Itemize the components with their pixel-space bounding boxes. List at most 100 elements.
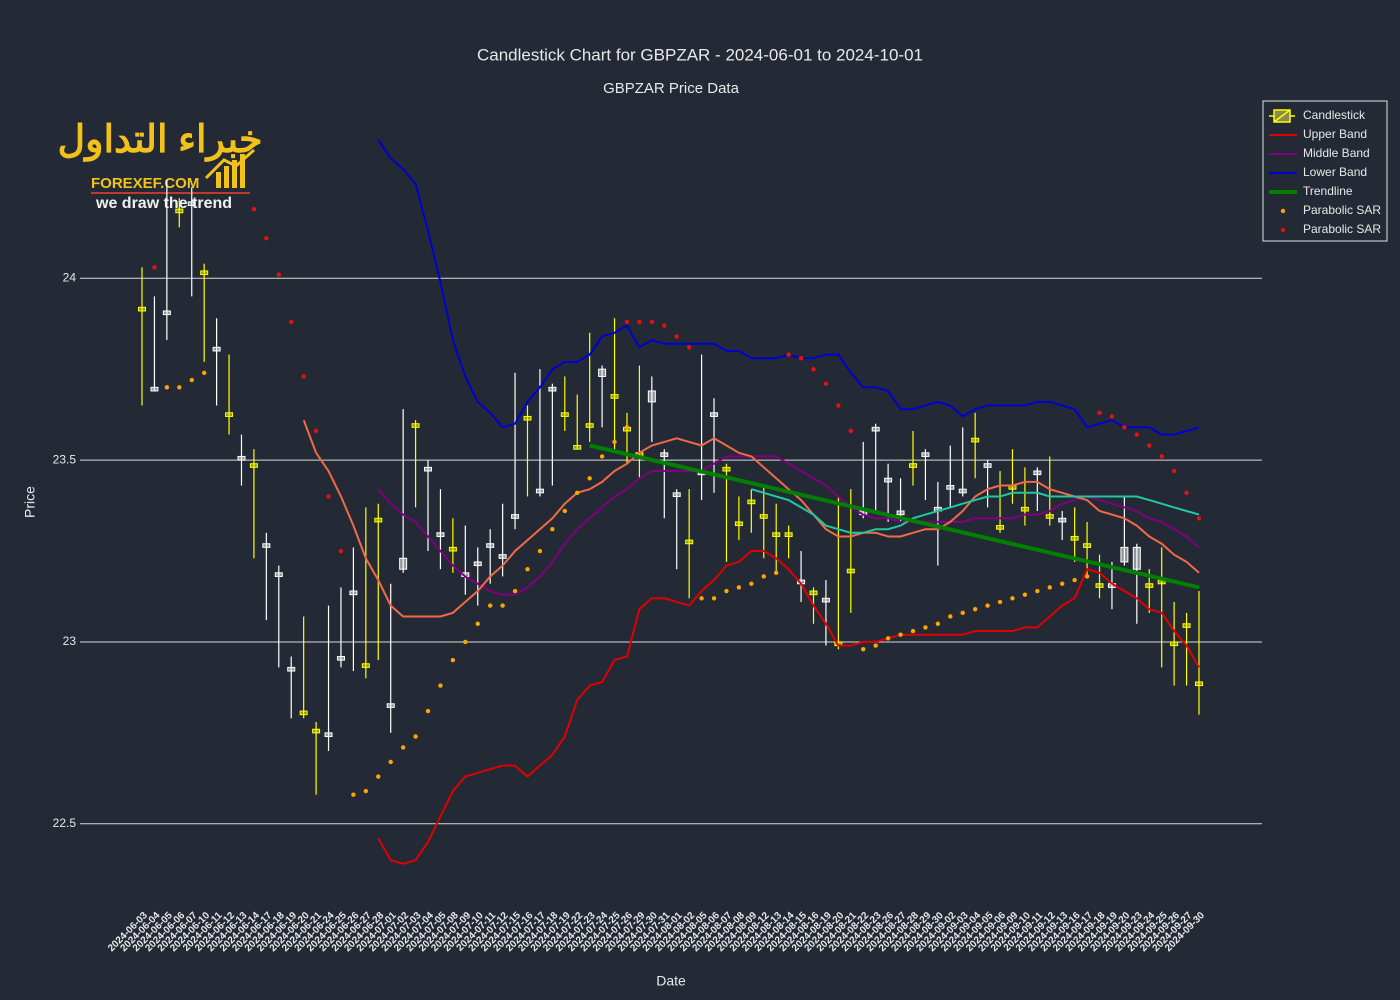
candle-body bbox=[573, 445, 582, 450]
y-tick-label: 23.5 bbox=[53, 452, 77, 466]
candle-body bbox=[921, 452, 930, 457]
sar-dot bbox=[798, 356, 804, 361]
candle-body bbox=[759, 514, 768, 519]
series-line bbox=[589, 443, 1200, 590]
candle-body bbox=[598, 368, 607, 377]
sar-dot bbox=[562, 508, 567, 514]
sar-dot bbox=[251, 206, 257, 212]
sar-dot bbox=[1184, 490, 1189, 496]
sar-dot bbox=[674, 334, 679, 339]
candle-body bbox=[647, 390, 656, 403]
legend-symbol bbox=[1280, 208, 1286, 214]
candle-body bbox=[548, 386, 557, 392]
logo-bar bbox=[232, 160, 237, 188]
sar-dot bbox=[500, 603, 505, 608]
candle-body bbox=[871, 426, 880, 432]
candle-body bbox=[908, 463, 917, 468]
sar-dot bbox=[313, 428, 319, 434]
candle-body bbox=[722, 466, 731, 472]
candle-body bbox=[1195, 681, 1203, 687]
candle-body bbox=[1095, 583, 1104, 588]
sar-dot bbox=[985, 603, 990, 608]
sar-dot bbox=[711, 596, 717, 601]
candle-body bbox=[784, 532, 793, 537]
sar-dot bbox=[487, 603, 493, 608]
candle-body bbox=[660, 452, 669, 457]
candle-body bbox=[473, 561, 482, 567]
sar-dot bbox=[1022, 592, 1028, 597]
candle-body bbox=[187, 201, 196, 206]
sar-dot bbox=[1060, 581, 1065, 586]
sar-dot bbox=[537, 548, 543, 554]
sar-dot bbox=[836, 403, 841, 408]
candle-body bbox=[1132, 546, 1141, 570]
y-tick-label: 23 bbox=[63, 634, 77, 648]
candle-body bbox=[150, 386, 159, 392]
chart-subtitle: GBPZAR Price Data bbox=[603, 80, 740, 97]
legend-label: Lower Band bbox=[1303, 165, 1367, 179]
sar-dot bbox=[463, 639, 468, 645]
legend: Candlestick Upper Band Middle Band Lower Ba… bbox=[1262, 100, 1388, 242]
sar-dot bbox=[736, 585, 742, 590]
candle-body bbox=[710, 412, 719, 417]
sar-dot bbox=[898, 632, 903, 637]
candle-body bbox=[386, 703, 395, 708]
candle-body bbox=[809, 590, 818, 596]
sar-dot bbox=[525, 567, 530, 572]
candle-body bbox=[1058, 517, 1067, 523]
candle-body bbox=[411, 423, 420, 428]
sar-dot bbox=[662, 323, 667, 328]
candle-body bbox=[896, 510, 905, 516]
logo-arrow bbox=[204, 148, 255, 180]
sar-dot bbox=[413, 734, 418, 739]
sar-dot bbox=[189, 377, 194, 383]
sar-dot bbox=[910, 628, 916, 634]
indicator-line bbox=[751, 488, 1200, 534]
candle-body bbox=[1120, 546, 1129, 563]
sar-dot bbox=[649, 319, 655, 325]
candle-body bbox=[262, 543, 271, 548]
legend-label: Trendline bbox=[1303, 184, 1353, 198]
candle-body bbox=[1020, 506, 1029, 512]
legend-label: Middle Band bbox=[1303, 146, 1370, 160]
sar-dot bbox=[1010, 596, 1015, 601]
candle-body bbox=[374, 517, 383, 523]
candle-body bbox=[237, 455, 246, 461]
candle-body bbox=[535, 488, 544, 494]
sar-dot bbox=[612, 439, 617, 445]
sar-dot bbox=[550, 526, 555, 532]
sar-dot bbox=[1196, 516, 1202, 521]
sar-dot bbox=[1147, 443, 1152, 448]
sar-dot bbox=[1035, 588, 1040, 594]
y-tick-label: 24 bbox=[63, 270, 77, 284]
legend-symbol bbox=[1280, 227, 1286, 233]
candle-body bbox=[212, 346, 221, 352]
sar-dot bbox=[351, 792, 356, 797]
sar-dot bbox=[948, 614, 953, 619]
candle-body bbox=[821, 597, 830, 603]
series-line bbox=[377, 550, 1200, 865]
sar-dot bbox=[1109, 414, 1115, 419]
sar-dot bbox=[686, 345, 692, 350]
candle-body bbox=[399, 557, 408, 570]
sar-dot bbox=[1159, 454, 1164, 459]
sar-dot bbox=[1097, 410, 1102, 415]
sar-dot bbox=[761, 574, 766, 579]
sar-dot bbox=[786, 352, 791, 357]
sar-dot bbox=[264, 236, 269, 241]
candle-body bbox=[983, 463, 992, 468]
sar-dot bbox=[861, 647, 866, 652]
sar-dot bbox=[823, 381, 829, 386]
candle-body bbox=[1145, 583, 1154, 588]
sar-dot bbox=[699, 596, 704, 601]
sar-dot bbox=[848, 428, 854, 434]
candle-body bbox=[274, 572, 283, 577]
candle-body bbox=[249, 463, 258, 468]
sar-dot bbox=[338, 548, 344, 554]
sar-dot bbox=[960, 610, 965, 616]
candle-body bbox=[486, 543, 495, 548]
sar-dot bbox=[388, 759, 393, 765]
candle-body bbox=[1083, 543, 1092, 548]
candle-body bbox=[884, 477, 893, 483]
